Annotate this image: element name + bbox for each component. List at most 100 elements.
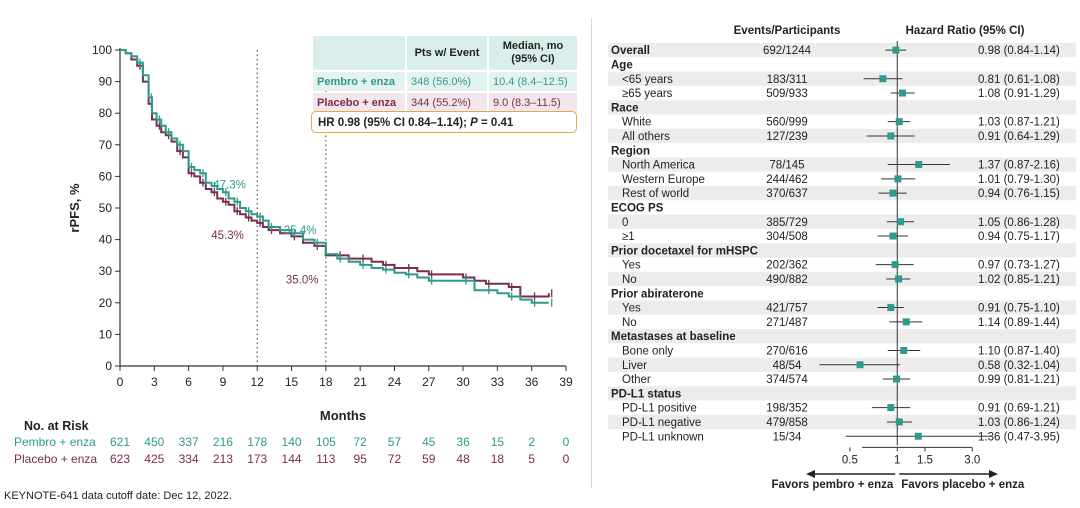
- forest-row-events: 78/145: [769, 160, 804, 172]
- forest-row-events: 370/637: [766, 188, 808, 200]
- forest-row-band: [608, 271, 1076, 287]
- x-tick-label: 24: [388, 375, 402, 389]
- summary-header-events: Pts w/ Event: [407, 36, 487, 70]
- forest-row-hr: 1.37 (0.87-2.16): [978, 160, 1060, 172]
- forest-point: [887, 304, 895, 312]
- forest-row-band: [608, 71, 1076, 86]
- forest-row-events: 270/616: [766, 345, 808, 357]
- risk-value: 216: [213, 435, 233, 449]
- forest-row-band: [608, 243, 1076, 258]
- forest-row-hr: 1.14 (0.89-1.44): [978, 317, 1060, 329]
- summary-row-label: Pembro + enza: [313, 72, 405, 91]
- x-tick-label: 27: [422, 375, 436, 389]
- y-tick-label: 80: [99, 106, 113, 120]
- forest-row-hr: 0.91 (0.75-1.10): [978, 303, 1060, 315]
- y-axis-label: rPFS, %: [67, 183, 82, 233]
- forest-row-label: PD-L1 positive: [622, 403, 697, 415]
- forest-row-label: ≥1: [622, 231, 635, 243]
- summary-row-pembro: Pembro + enza 348 (56.0%) 10.4 (8.4–12.5…: [313, 72, 577, 91]
- x-tick-label: 30: [456, 375, 470, 389]
- forest-row-label: Region: [611, 145, 650, 157]
- forest-row-band: [608, 414, 1076, 430]
- risk-value: 337: [179, 435, 199, 449]
- risk-value: 425: [144, 452, 164, 466]
- hazard-ratio-text: HR 0.98 (95% CI 0.84–1.14);: [318, 117, 471, 129]
- forest-row-events: 421/757: [766, 303, 808, 315]
- risk-value: 0: [563, 435, 570, 449]
- forest-row-events: 198/352: [766, 403, 808, 415]
- x-tick-label: 0: [117, 375, 124, 389]
- summary-row-median: 10.4 (8.4–12.5): [489, 72, 577, 91]
- y-tick-label: 10: [99, 327, 113, 341]
- p-value-text: = 0.41: [477, 117, 514, 129]
- x-tick-label: 15: [285, 375, 299, 389]
- forest-row-band: [608, 128, 1076, 144]
- risk-value: 334: [179, 452, 199, 466]
- forest-row-hr: 0.91 (0.64-1.29): [978, 131, 1060, 143]
- forest-row-hr: 1.05 (0.86-1.28): [978, 217, 1060, 229]
- forest-row-hr: 0.97 (0.73-1.27): [978, 260, 1060, 272]
- forest-point: [887, 404, 895, 412]
- risk-value: 140: [282, 435, 302, 449]
- p-value-label: P: [470, 117, 478, 129]
- forest-row-label: Western Europe: [622, 174, 705, 186]
- forest-point: [894, 175, 902, 183]
- forest-row-label: Bone only: [622, 345, 673, 357]
- forest-point: [887, 132, 895, 140]
- forest-row-label: PD-L1 status: [611, 388, 681, 400]
- forest-row-hr: 1.01 (0.79-1.30): [978, 174, 1060, 186]
- y-tick-label: 100: [92, 43, 112, 57]
- forest-row-events: 560/999: [766, 117, 808, 129]
- x-tick-label: 18: [319, 375, 333, 389]
- x-axis-label: Months: [320, 408, 366, 423]
- y-tick-label: 50: [99, 201, 113, 215]
- forest-point: [879, 75, 887, 83]
- risk-value: 95: [353, 452, 367, 466]
- risk-value: 105: [316, 435, 336, 449]
- favors-right-label: Favors placebo + enza: [901, 479, 1025, 491]
- forest-row-label: ≥65 years: [622, 88, 673, 100]
- forest-point: [889, 232, 897, 240]
- y-tick-label: 20: [99, 296, 113, 310]
- risk-value: 18: [491, 452, 505, 466]
- forest-row-band: [608, 43, 1076, 58]
- risk-table-title: No. at Risk: [24, 419, 89, 433]
- risk-row-label: Placebo + enza: [14, 452, 97, 466]
- forest-row-label: Prior docetaxel for mHSPC: [611, 245, 758, 257]
- forest-row-hr: 1.03 (0.86-1.24): [978, 417, 1060, 429]
- risk-value: 59: [422, 452, 436, 466]
- forest-x-tick-label: 0.5: [842, 454, 858, 466]
- risk-value: 36: [456, 435, 470, 449]
- forest-row-label: Rest of world: [622, 188, 689, 200]
- panel-divider: [591, 18, 592, 488]
- forest-row-hr: 1.08 (0.91-1.29): [978, 88, 1060, 100]
- forest-point: [902, 318, 910, 326]
- forest-row-label: PD-L1 unknown: [622, 431, 704, 443]
- footnote: KEYNOTE-641 data cutoff date: Dec 12, 20…: [4, 490, 232, 502]
- forest-row-band: [608, 214, 1076, 229]
- forest-row-hr: 0.99 (0.81-1.21): [978, 374, 1060, 386]
- forest-x-tick-label: 1: [894, 454, 900, 466]
- forest-row-label: <65 years: [622, 74, 673, 86]
- forest-point: [891, 261, 899, 269]
- forest-row-label: Liver: [622, 360, 647, 372]
- risk-value: 0: [563, 452, 570, 466]
- risk-value: 72: [353, 435, 367, 449]
- x-tick-label: 39: [559, 375, 573, 389]
- forest-point: [900, 346, 908, 354]
- x-tick-label: 6: [185, 375, 192, 389]
- forest-header-hr: Hazard Ratio (95% CI): [906, 25, 1025, 37]
- summary-header-median: Median, mo (95% CI): [489, 36, 577, 70]
- forest-row-hr: 0.58 (0.32-1.04): [978, 360, 1060, 372]
- forest-row-events: 509/933: [766, 88, 808, 100]
- risk-value: 178: [247, 435, 267, 449]
- forest-point: [914, 432, 922, 440]
- forest-row-hr: 0.91 (0.69-1.21): [978, 403, 1060, 415]
- risk-value: 213: [213, 452, 233, 466]
- y-tick-label: 70: [99, 138, 113, 152]
- forest-row-label: No: [622, 274, 637, 286]
- summary-row-events: 348 (56.0%): [407, 72, 487, 91]
- forest-row-events: 15/34: [773, 431, 802, 443]
- forest-row-hr: 0.94 (0.76-1.15): [978, 188, 1060, 200]
